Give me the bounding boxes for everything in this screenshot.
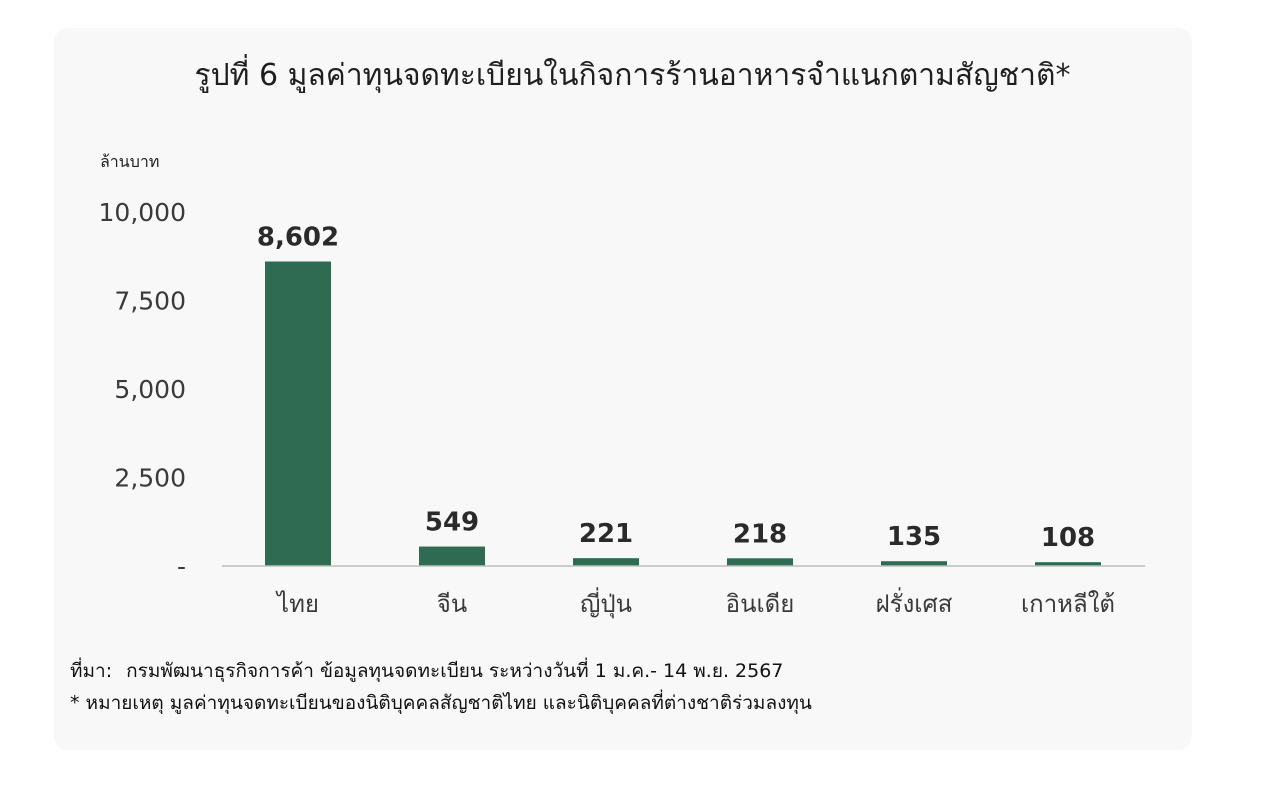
source-note: ที่มา: กรมพัฒนาธุรกิจการค้า ข้อมูลทุนจดทะ… (70, 656, 783, 686)
x-tick-label: ญี่ปุ่น (580, 587, 632, 619)
source-label: ที่มา: (70, 660, 113, 682)
y-tick-label: 10,000 (99, 198, 186, 227)
value-labels: 8,602 549 221 218 135 108 (257, 222, 1095, 553)
x-axis-labels: ไทย จีน ญี่ปุ่น อินเดีย ฝรั่งเศส เกาหลีใต้ (275, 587, 1115, 619)
data-label: 549 (425, 508, 479, 538)
bar (881, 561, 947, 566)
bars (265, 261, 1101, 566)
chart-title: รูปที่ 6 มูลค่าทุนจดทะเบียนในกิจการร้านอ… (194, 58, 1071, 93)
data-label: 218 (733, 519, 787, 549)
source-text: กรมพัฒนาธุรกิจการค้า ข้อมูลทุนจดทะเบียน … (126, 660, 784, 682)
x-tick-label: จีน (437, 590, 467, 618)
footnote: * หมายเหตุ มูลค่าทุนจดทะเบียนของนิติบุคค… (70, 692, 812, 714)
y-axis-unit-label: ล้านบาท (100, 152, 160, 171)
data-label: 221 (579, 519, 633, 549)
bar (573, 558, 639, 566)
chart-card (54, 28, 1192, 750)
y-axis-ticks: - 2,500 5,000 7,500 10,000 (99, 198, 186, 581)
x-tick-label: เกาหลีใต้ (1021, 590, 1115, 618)
x-tick-label: ฝรั่งเศส (876, 587, 953, 618)
data-label: 135 (887, 522, 941, 552)
y-tick-label: 2,500 (114, 464, 186, 493)
y-tick-label: 7,500 (114, 287, 186, 316)
data-label: 8,602 (257, 222, 339, 252)
bar (265, 261, 331, 566)
bar (419, 546, 485, 566)
bar (1035, 562, 1101, 566)
y-tick-label: - (177, 552, 186, 581)
y-tick-label: 5,000 (114, 375, 186, 404)
x-tick-label: อินเดีย (726, 590, 795, 618)
bar (727, 558, 793, 566)
x-tick-label: ไทย (275, 590, 319, 618)
data-label: 108 (1041, 523, 1095, 553)
